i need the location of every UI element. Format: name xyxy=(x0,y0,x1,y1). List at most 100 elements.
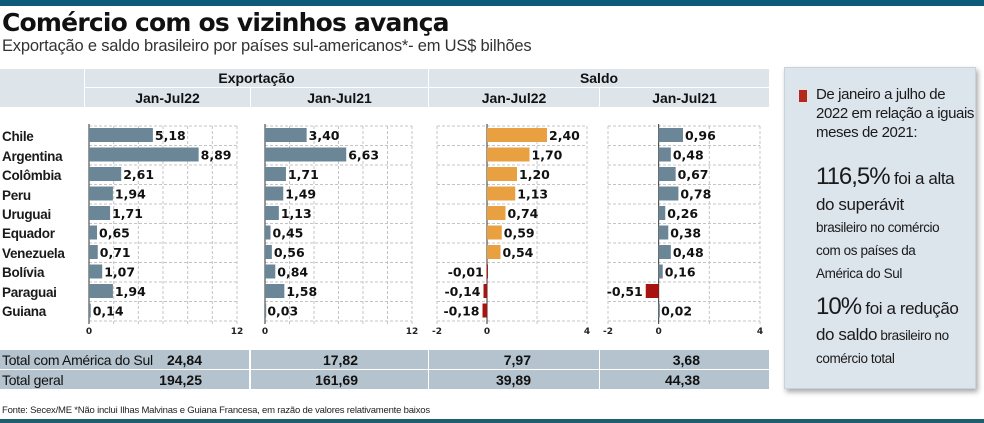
country-label: Guiana xyxy=(2,304,46,319)
bar-argentina xyxy=(89,147,199,162)
country-label: Peru xyxy=(2,188,31,203)
bar-value-label: -0,51 xyxy=(607,284,643,299)
bar-value-label: 1,07 xyxy=(104,265,135,280)
page-subtitle: Exportação e saldo brasileiro por países… xyxy=(2,37,532,55)
axis-tick-label: 0 xyxy=(86,327,92,337)
header-period-export-22: Jan-Jul22 xyxy=(85,88,250,107)
header-corner xyxy=(0,69,84,107)
bar-guiana xyxy=(265,303,267,318)
bar-guiana xyxy=(482,303,487,318)
bar-paraguai xyxy=(89,284,113,298)
bar-value-label: 0,78 xyxy=(680,187,711,202)
bar-argentina xyxy=(265,147,347,162)
bar-value-label: 0,14 xyxy=(93,304,124,319)
country-label: Colômbia xyxy=(2,168,62,183)
bar-venezuela xyxy=(89,245,98,259)
highlights-intro: De janeiro a julho de 2022 em relação a … xyxy=(816,86,975,141)
bar-guiana xyxy=(658,303,660,318)
bar-uruguai xyxy=(89,206,111,220)
total-general-label: Total geral xyxy=(0,370,249,389)
total-general-balance-21: 44,38 xyxy=(664,371,700,388)
bar-bolívia xyxy=(658,264,663,279)
bar-bolívia xyxy=(89,264,103,279)
total-value-cell: 17,82 xyxy=(251,350,428,369)
country-label: Equador xyxy=(2,226,55,241)
bar-colômbia xyxy=(487,167,517,181)
bar-value-label: 1,20 xyxy=(519,167,550,182)
bar-value-label: 0,67 xyxy=(678,167,709,182)
bar-bolívia xyxy=(486,264,488,279)
header-group-export: Exportação xyxy=(85,69,428,87)
bar-guiana xyxy=(89,303,91,318)
country-label: Chile xyxy=(2,129,34,144)
bar-value-label: 2,40 xyxy=(549,128,580,143)
axis-tick-label: 0 xyxy=(484,327,490,337)
bar-value-label: 0,56 xyxy=(274,245,305,260)
bar-colômbia xyxy=(658,167,676,181)
header-group-balance: Saldo xyxy=(429,69,769,87)
bar-value-label: 1,58 xyxy=(286,284,317,299)
bar-equador xyxy=(265,225,271,240)
bar-value-label: 0,71 xyxy=(100,245,131,260)
bar-value-label: 0,16 xyxy=(665,265,696,280)
page-title: Comércio com os vizinhos avança xyxy=(2,8,450,37)
bar-uruguai xyxy=(658,206,666,220)
bar-value-label: 1,49 xyxy=(285,187,316,202)
total-value-cell: 194,25 xyxy=(150,370,249,389)
header-period-balance-22: Jan-Jul22 xyxy=(429,88,599,107)
bar-venezuela xyxy=(658,245,671,259)
bar-equador xyxy=(658,225,669,240)
bar-value-label: 1,94 xyxy=(115,187,146,202)
total-value-cell: 3,68 xyxy=(600,350,769,369)
bar-colômbia xyxy=(265,167,286,181)
total-general-export-22: 194,25 xyxy=(159,371,202,388)
bar-peru xyxy=(265,186,284,201)
country-label: Bolívia xyxy=(2,265,45,280)
bar-value-label: 1,13 xyxy=(281,206,312,221)
bar-value-label: -0,18 xyxy=(443,304,479,319)
top-accent-bar xyxy=(0,0,984,6)
axis-tick-label: 0 xyxy=(656,327,662,337)
header-period-balance-21: Jan-Jul21 xyxy=(600,88,769,107)
stat-balance-text-2: do saldo xyxy=(816,325,878,344)
total-value-cell: 161,69 xyxy=(251,370,428,389)
axis-tick-label: 12 xyxy=(231,327,244,337)
bar-value-label: 6,63 xyxy=(348,148,379,163)
total-south-america-balance-21: 3,68 xyxy=(672,351,700,368)
total-value-cell: 7,97 xyxy=(429,350,599,369)
bar-value-label: -0,14 xyxy=(444,284,480,299)
bar-paraguai xyxy=(483,284,487,298)
bar-value-label: 0,02 xyxy=(661,304,692,319)
bar-venezuela xyxy=(265,245,272,259)
bar-value-label: 5,18 xyxy=(155,128,186,143)
total-value-cell: 24,84 xyxy=(150,350,249,369)
axis-tick-label: -2 xyxy=(432,327,442,337)
bar-value-label: 8,89 xyxy=(201,148,232,163)
bar-value-label: 3,40 xyxy=(309,128,340,143)
bar-equador xyxy=(487,225,502,240)
bar-value-label: 1,70 xyxy=(532,148,563,163)
bar-value-label: 0,03 xyxy=(267,304,298,319)
stat-surplus-text-2: do superávit xyxy=(816,195,904,214)
bar-chile xyxy=(658,128,683,142)
total-general-export-21: 161,69 xyxy=(315,371,358,388)
stat-balance-detail-2: comércio total xyxy=(816,351,895,366)
bar-value-label: 0,48 xyxy=(673,245,704,260)
bar-chile xyxy=(89,128,153,142)
bar-value-label: 0,59 xyxy=(504,226,535,241)
bar-value-label: 0,54 xyxy=(503,245,534,260)
total-value-cell: 44,38 xyxy=(600,370,769,389)
stat-surplus-text: foi a alta xyxy=(889,169,955,188)
total-south-america-balance-22: 7,97 xyxy=(503,351,531,368)
bar-venezuela xyxy=(487,245,501,259)
country-label: Venezuela xyxy=(2,246,65,261)
red-square-bullet-icon xyxy=(799,90,807,102)
bar-value-label: 0,45 xyxy=(273,226,304,241)
bar-argentina xyxy=(658,147,671,162)
bar-argentina xyxy=(487,147,530,162)
stat-balance-text: foi a redução xyxy=(861,299,959,318)
highlight-stat-surplus: 116,5% foi a alta do superávit brasileir… xyxy=(816,163,976,285)
bar-value-label: 2,61 xyxy=(123,167,154,182)
bar-chile xyxy=(487,128,547,142)
bar-charts: 5,18 8,89 2,61 1,94 1,71 0,65 0,71 1,07 1,94 0,14… xyxy=(86,124,763,337)
